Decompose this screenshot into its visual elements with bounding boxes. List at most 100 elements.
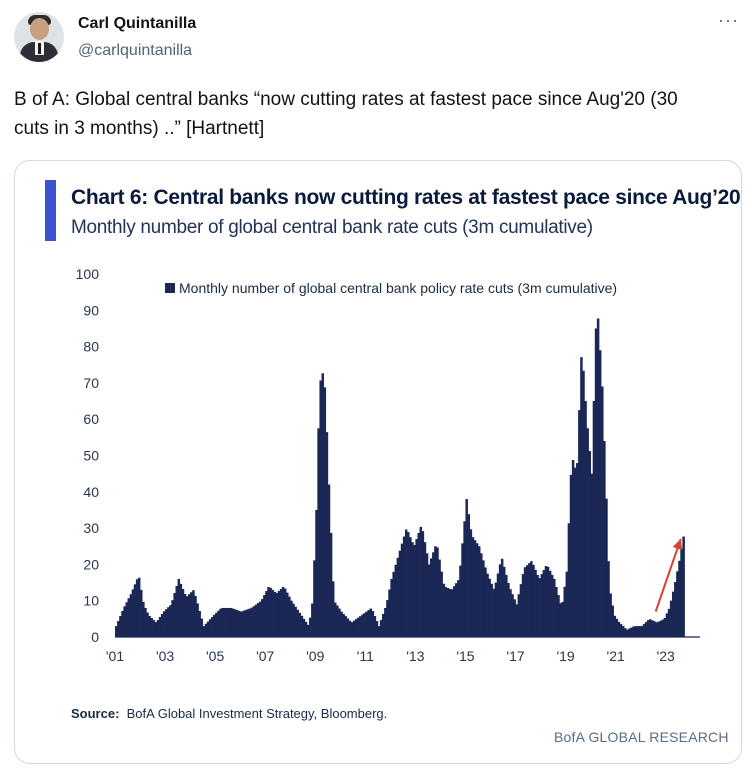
bar (342, 613, 345, 637)
bar (459, 565, 462, 637)
bar (208, 619, 212, 637)
bar (490, 583, 493, 637)
bar (288, 596, 291, 637)
more-options-icon[interactable]: ··· (718, 10, 739, 30)
x-tick-label: '21 (607, 648, 625, 664)
bar (569, 474, 573, 637)
bar (636, 626, 639, 637)
bar (440, 571, 443, 637)
bar (267, 586, 270, 637)
bar (183, 594, 187, 637)
bar (584, 401, 587, 637)
bar (396, 557, 400, 637)
y-tick-label: 80 (83, 339, 99, 355)
bar (596, 318, 600, 637)
bar (361, 614, 364, 637)
bar (465, 499, 468, 637)
bar (238, 610, 241, 637)
bar (598, 350, 602, 637)
bar (582, 370, 585, 637)
bar (323, 387, 327, 637)
bar (217, 610, 220, 637)
bar (131, 589, 135, 637)
bar (150, 618, 153, 637)
bar (590, 473, 594, 637)
bar (621, 626, 625, 637)
bar (626, 629, 629, 637)
bar (661, 619, 665, 637)
bar (371, 610, 375, 637)
bar (317, 428, 320, 637)
y-tick-label: 90 (83, 302, 99, 318)
bar (613, 615, 617, 637)
bar (135, 579, 139, 637)
bar (473, 540, 477, 637)
bar (571, 460, 575, 637)
bar (498, 564, 502, 637)
bar (129, 594, 133, 637)
bar (169, 605, 172, 637)
bar (532, 564, 535, 637)
bar (185, 596, 189, 637)
bar (311, 603, 314, 637)
bar (486, 573, 489, 637)
bar (367, 610, 370, 637)
bar (123, 606, 126, 637)
bar (210, 617, 214, 637)
bar (669, 600, 673, 637)
bar (283, 588, 287, 637)
bar (659, 620, 662, 637)
bar (546, 566, 550, 637)
bar (338, 608, 341, 637)
bar (375, 621, 379, 637)
bar (448, 589, 452, 637)
y-tick-label: 70 (83, 375, 99, 391)
bar (649, 619, 652, 637)
bar (667, 608, 671, 637)
author-name[interactable]: Carl Quintanilla (78, 15, 197, 32)
x-tick-label: '19 (556, 648, 574, 664)
brand-label: BofA GLOBAL RESEARCH (554, 729, 729, 745)
y-tick-label: 60 (83, 411, 99, 427)
y-tick-label: 20 (83, 556, 99, 572)
bar (340, 611, 343, 637)
bar (304, 621, 308, 637)
bar (325, 432, 329, 637)
bar-series (115, 318, 685, 637)
chart-image[interactable]: Chart 6: Central banks now cutting rates… (14, 160, 742, 764)
title-accent-bar (45, 180, 56, 241)
bar (250, 607, 254, 637)
bar (215, 612, 218, 637)
author-handle[interactable]: @carlquintanilla (78, 42, 193, 59)
bar (576, 463, 579, 637)
bar (651, 620, 654, 637)
bar (331, 581, 335, 637)
bar (321, 373, 325, 637)
bar (455, 583, 458, 637)
bar (354, 619, 358, 637)
bar (273, 591, 277, 637)
bar (444, 586, 448, 637)
bar (334, 602, 337, 637)
bar (538, 578, 541, 637)
bar (436, 547, 439, 637)
bar (500, 558, 504, 637)
bar (655, 622, 658, 637)
bar (523, 567, 527, 637)
chart-subtitle: Monthly number of global central bank ra… (71, 217, 593, 238)
bar (365, 611, 368, 637)
x-tick-label: '11 (357, 648, 374, 664)
bar (429, 558, 433, 637)
bar (605, 498, 608, 637)
bar (521, 574, 525, 637)
x-tick-label: '03 (156, 648, 174, 664)
bar (390, 578, 393, 637)
bar (567, 523, 571, 637)
bar (404, 529, 408, 637)
avatar[interactable] (14, 12, 64, 62)
bar (671, 591, 675, 637)
bar (127, 598, 131, 637)
bar (175, 585, 178, 637)
bar (194, 595, 197, 637)
